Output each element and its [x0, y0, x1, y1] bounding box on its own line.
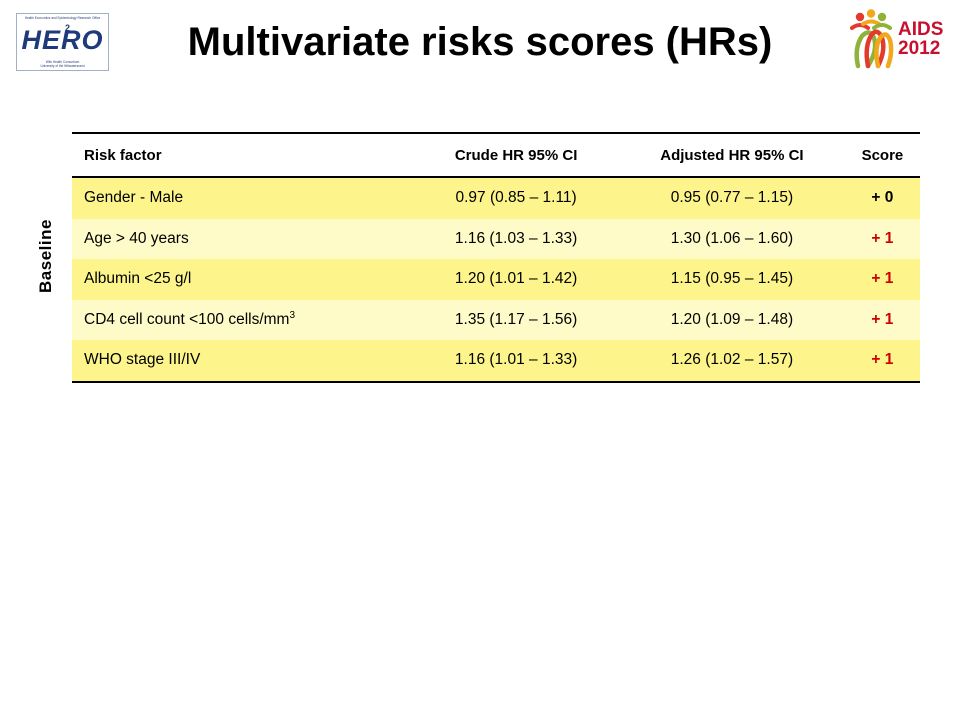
hero-logo-bottom-text-2: University of the Witwatersrand [40, 64, 85, 68]
aids-logo-line-2: 2012 [898, 38, 941, 59]
risk-factor-superscript: 3 [289, 309, 296, 321]
header-risk-factor: Risk factor [84, 146, 162, 164]
risk-score-table: Risk factor Crude HR 95% CI Adjusted HR … [72, 132, 920, 383]
score-cell: + 1 [871, 310, 894, 328]
table-row: CD4 cell count <100 cells/mm3 1.35 (1.17… [72, 299, 920, 341]
risk-factor-text: Gender - Male [84, 189, 184, 207]
score-cell: + 1 [871, 351, 894, 369]
risk-factor-text: CD4 cell count <100 cells/mm [84, 310, 290, 328]
hero-logo-word: HERO [21, 25, 104, 55]
header-score: Score [861, 146, 904, 164]
table-header-row: Risk factor Crude HR 95% CI Adjusted HR … [72, 133, 920, 177]
score-cell: + 0 [871, 189, 894, 207]
hero-logo-bottom-text-1: Wits Health Consortium [45, 60, 80, 64]
crude-hr-cell: 1.35 (1.17 – 1.56) [454, 310, 578, 328]
hero-logo-top-text: Health Economics and Epidemiology Resear… [24, 16, 101, 20]
table-row: WHO stage III/IV 1.16 (1.01 – 1.33) 1.26… [72, 340, 920, 382]
risk-factor-cell: CD4 cell count <100 cells/mm3 [72, 300, 413, 341]
risk-factor-cell: Albumin <25 g/l [72, 259, 413, 300]
aids-logo-line-1: AIDS [898, 19, 944, 40]
aids-ribbon-people-icon [850, 9, 894, 69]
risk-factor-cell: WHO stage III/IV [72, 340, 413, 382]
score-cell: + 1 [871, 229, 894, 247]
header-adjusted-hr: Adjusted HR 95% CI [660, 146, 804, 164]
baseline-side-label: Baseline [36, 219, 55, 293]
table-row: Age > 40 years 1.16 (1.03 – 1.33) 1.30 (… [72, 218, 920, 260]
table-row: Albumin <25 g/l 1.20 (1.01 – 1.42) 1.15 … [72, 259, 920, 300]
adjusted-hr-cell: 0.95 (0.77 – 1.15) [670, 189, 794, 207]
adjusted-hr-cell: 1.15 (0.95 – 1.45) [670, 270, 794, 288]
crude-hr-cell: 0.97 (0.85 – 1.11) [455, 189, 577, 207]
risk-factor-text: Albumin <25 g/l [84, 270, 192, 288]
adjusted-hr-cell: 1.20 (1.09 – 1.48) [670, 310, 794, 328]
hero-logo-superscript: 2 [65, 23, 71, 33]
risk-factor-text: Age > 40 years [84, 229, 189, 247]
crude-hr-cell: 1.20 (1.01 – 1.42) [454, 270, 578, 288]
adjusted-hr-cell: 1.26 (1.02 – 1.57) [670, 351, 794, 369]
header-crude-hr: Crude HR 95% CI [454, 146, 578, 164]
risk-factor-cell: Gender - Male [72, 177, 413, 219]
aids-logo-text: AIDS 2012 [898, 20, 943, 58]
aids-2012-logo: AIDS 2012 [848, 8, 948, 72]
risk-factor-cell: Age > 40 years [72, 219, 413, 260]
risk-factor-text: WHO stage III/IV [84, 351, 201, 369]
slide-title: Multivariate risks scores (HRs) [187, 20, 773, 64]
adjusted-hr-cell: 1.30 (1.06 – 1.60) [670, 229, 794, 247]
score-cell: + 1 [871, 270, 894, 288]
hero-logo: Health Economics and Epidemiology Resear… [16, 13, 109, 71]
crude-hr-cell: 1.16 (1.01 – 1.33) [454, 351, 578, 369]
table-row: Gender - Male 0.97 (0.85 – 1.11) 0.95 (0… [72, 177, 920, 219]
crude-hr-cell: 1.16 (1.03 – 1.33) [454, 229, 578, 247]
